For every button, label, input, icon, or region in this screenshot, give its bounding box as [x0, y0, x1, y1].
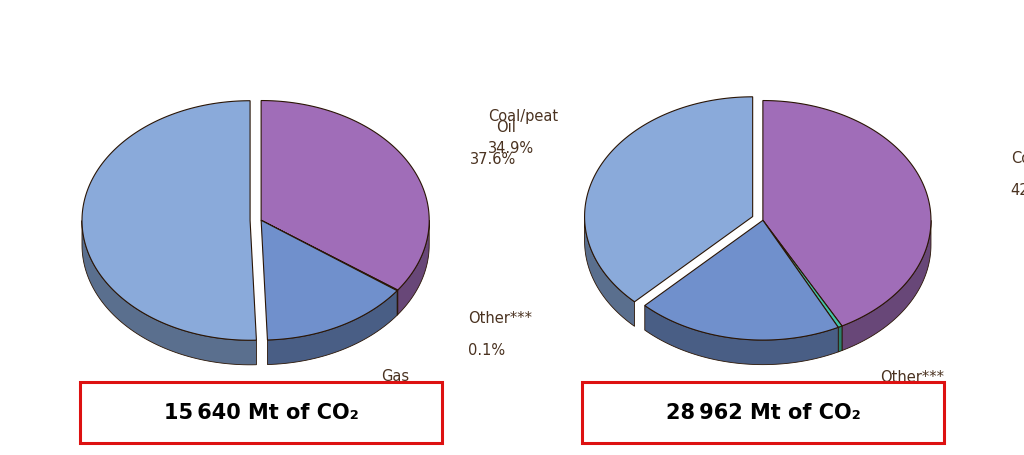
Text: Oil: Oil — [497, 120, 516, 135]
Polygon shape — [82, 221, 256, 365]
Text: 42.2%: 42.2% — [1011, 182, 1024, 197]
Polygon shape — [763, 221, 842, 328]
FancyBboxPatch shape — [81, 383, 441, 443]
Text: Coal/peat: Coal/peat — [488, 109, 558, 124]
Polygon shape — [839, 326, 842, 352]
Text: 14.4%: 14.4% — [381, 400, 428, 415]
Polygon shape — [267, 291, 397, 365]
Polygon shape — [397, 221, 429, 315]
Text: 28 962 Mt of CO₂: 28 962 Mt of CO₂ — [666, 403, 860, 423]
Polygon shape — [82, 101, 256, 340]
Polygon shape — [585, 217, 635, 327]
Text: Gas: Gas — [695, 389, 723, 404]
Text: 0.4%: 0.4% — [881, 401, 918, 416]
Text: 34.9%: 34.9% — [488, 141, 535, 156]
Text: Coal/peat: Coal/peat — [1011, 150, 1024, 165]
Polygon shape — [261, 221, 397, 291]
Polygon shape — [261, 221, 397, 340]
Polygon shape — [585, 97, 753, 302]
Text: 37.6%: 37.6% — [470, 152, 516, 167]
Text: Gas: Gas — [381, 368, 410, 383]
Polygon shape — [842, 221, 931, 351]
Polygon shape — [261, 101, 429, 290]
Text: 19.8%: 19.8% — [677, 420, 723, 435]
Text: Other***: Other*** — [468, 311, 532, 325]
Text: 15 640 Mt of CO₂: 15 640 Mt of CO₂ — [164, 403, 358, 423]
FancyBboxPatch shape — [583, 383, 943, 443]
Polygon shape — [645, 221, 839, 340]
Polygon shape — [645, 306, 839, 365]
Polygon shape — [763, 101, 931, 326]
Text: 0.1%: 0.1% — [468, 343, 506, 358]
Text: Other***: Other*** — [881, 369, 944, 384]
